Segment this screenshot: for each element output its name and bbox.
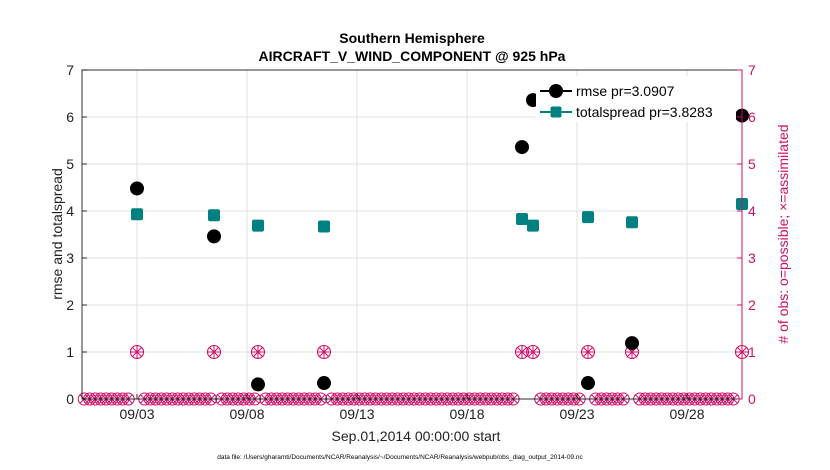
obs-assimilated-point — [527, 346, 539, 358]
y-tick-label-right: 7 — [748, 62, 756, 78]
rmse-point — [207, 229, 221, 244]
x-tick-label: 09/23 — [559, 406, 594, 422]
x-tick-label: 09/28 — [669, 406, 704, 422]
legend-marker-totalspread — [550, 106, 562, 118]
rmse-point — [251, 377, 265, 392]
obs-possible-point — [129, 344, 145, 360]
y-tick-label-right: 0 — [748, 391, 756, 407]
y-tick-label-right: 6 — [748, 109, 756, 125]
data-file-footnote: data file: /Users/gharamti/Documents/NCA… — [217, 454, 583, 461]
x-tick-label: 09/08 — [229, 406, 264, 422]
y-tick-label-left: 4 — [66, 203, 74, 219]
y-tick-label-right: 3 — [748, 250, 756, 266]
obs-possible-point — [250, 344, 266, 360]
legend-label-totalspread: totalspread pr=3.8283 — [576, 104, 713, 120]
obs-assimilated-point — [582, 346, 594, 358]
y-tick-label-left: 0 — [66, 391, 74, 407]
legend: rmse pr=3.0907 totalspread pr=3.8283 — [536, 76, 736, 122]
y-axis-label-left: rmse and totalspread — [49, 168, 65, 300]
x-tick-label: 09/13 — [339, 406, 374, 422]
totalspread-point — [208, 209, 220, 222]
obs-possible-point — [580, 344, 596, 360]
totalspread-point — [527, 219, 539, 232]
chart-title-line2: AIRCRAFT_V_WIND_COMPONENT @ 925 hPa — [259, 48, 566, 64]
y-tick-label-right: 2 — [748, 297, 756, 313]
obs-markers — [129, 344, 750, 360]
x-tick-label: 09/03 — [119, 406, 154, 422]
totalspread-point — [318, 220, 330, 233]
obs-possible-point — [206, 344, 222, 360]
totalspread-point — [131, 208, 143, 221]
obs-assimilated-point — [131, 346, 143, 358]
totalspread-point — [582, 211, 594, 224]
totalspread-point — [626, 216, 638, 229]
y-tick-label-left: 7 — [66, 62, 74, 78]
obs-assimilated-point — [318, 346, 330, 358]
y-tick-label-left: 3 — [66, 250, 74, 266]
x-axis-label: Sep.01,2014 00:00:00 start — [332, 428, 501, 444]
legend-background — [536, 76, 736, 122]
y-tick-label-left: 2 — [66, 297, 74, 313]
axis-ticks: 09/03 09/08 09/13 09/18 09/23 09/28 0 1 2 3 4 5 6 7 0 1… — [66, 62, 756, 422]
totalspread-point — [516, 212, 528, 225]
rmse-point — [581, 376, 595, 391]
totalspread-point — [252, 219, 264, 232]
series-markers — [130, 93, 749, 392]
y-axis-label-right: # of obs: o=possible; ×=assimilated — [775, 124, 791, 343]
y-tick-label-left: 6 — [66, 109, 74, 125]
rmse-point — [625, 336, 639, 351]
obs-assimilated-point — [516, 346, 528, 358]
y-tick-label-right: 5 — [748, 156, 756, 172]
legend-label-rmse: rmse pr=3.0907 — [576, 83, 675, 99]
chart-title-line1: Southern Hemisphere — [339, 30, 485, 46]
rmse-point — [130, 181, 144, 196]
legend-marker-rmse — [549, 84, 563, 98]
obs-assimilated-point — [626, 346, 638, 358]
rmse-point — [317, 376, 331, 391]
y-tick-label-left: 5 — [66, 156, 74, 172]
x-tick-label: 09/18 — [449, 406, 484, 422]
y-tick-label-right: 1 — [748, 344, 756, 360]
rmse-point — [515, 140, 529, 155]
obs-possible-point — [316, 344, 332, 360]
obs-assimilated-point — [208, 346, 220, 358]
y-tick-label-left: 1 — [66, 344, 74, 360]
y-tick-label-right: 4 — [748, 203, 756, 219]
obs-assimilated-point — [252, 346, 264, 358]
